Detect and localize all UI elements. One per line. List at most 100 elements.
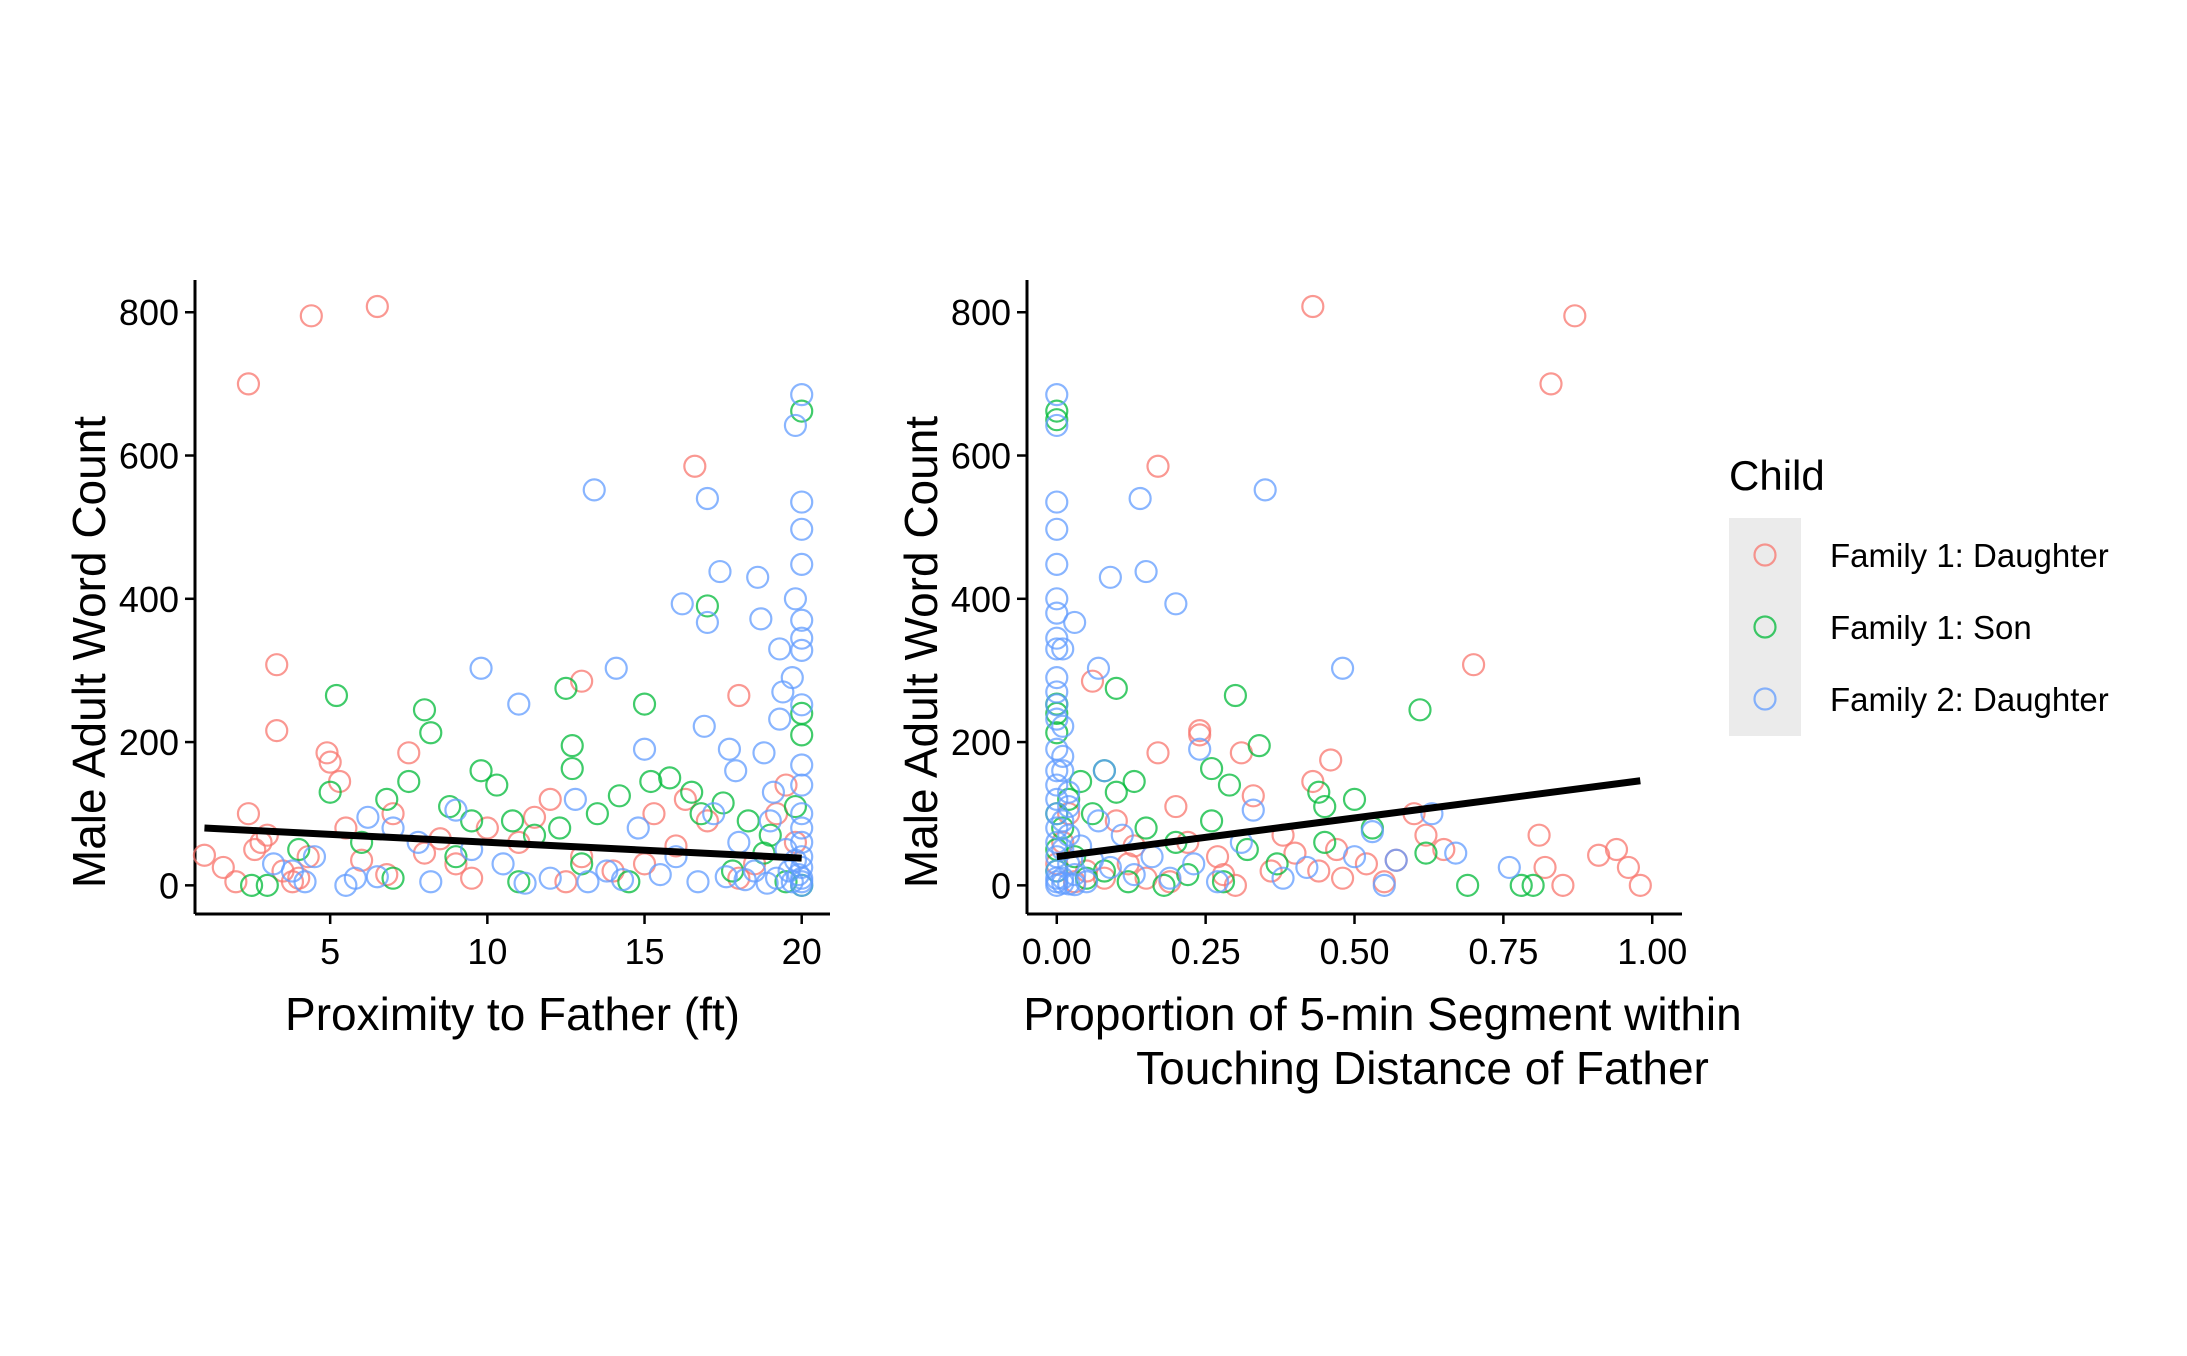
data-point [1051, 809, 1075, 833]
data-point [1330, 866, 1355, 890]
data-point [1241, 784, 1265, 808]
data-point [1045, 399, 1069, 423]
data-point [780, 665, 804, 690]
y-axis-title: Male Adult Word Count [63, 416, 115, 888]
data-point [1616, 855, 1641, 880]
data-point [1420, 802, 1444, 826]
legend-key-3 [1753, 687, 1777, 711]
data-point [1063, 610, 1087, 635]
data-point [1045, 383, 1069, 407]
data-point [1533, 855, 1557, 880]
data-point [695, 486, 720, 511]
data-point [1152, 873, 1176, 897]
y-tick-label: 0 [991, 865, 1011, 906]
data-point [1283, 841, 1307, 865]
data-point [538, 866, 562, 890]
data-point [1045, 707, 1069, 731]
data-point [1122, 862, 1146, 887]
data-point [1057, 794, 1081, 819]
data-point [1104, 809, 1128, 833]
data-point [1342, 787, 1367, 811]
data-point [1313, 794, 1337, 819]
data-point [318, 750, 342, 774]
data-point [444, 852, 468, 876]
data-point [1253, 478, 1277, 502]
data-point [1301, 294, 1325, 319]
data-point [1146, 741, 1170, 765]
data-point [192, 843, 217, 867]
data-point [610, 868, 635, 892]
data-point [1587, 843, 1611, 867]
data-point [755, 871, 779, 895]
data-point [680, 780, 704, 804]
data-point [1188, 737, 1212, 761]
data-point [1045, 830, 1069, 854]
data-point [381, 866, 405, 890]
data-point [1045, 759, 1069, 783]
legend-label-2: Family 1: Son [1830, 609, 2032, 646]
data-point [783, 794, 808, 819]
data-point [563, 787, 587, 811]
data-point [560, 734, 584, 758]
data-point [1045, 665, 1069, 690]
data-point [585, 802, 609, 826]
data-point [1319, 748, 1343, 772]
data-point [1045, 552, 1069, 577]
data-point [790, 517, 814, 541]
data-point [768, 637, 792, 661]
data-point [1045, 816, 1069, 840]
data-point [1086, 656, 1111, 680]
data-point [790, 802, 814, 826]
data-point [570, 669, 594, 693]
data-point [1551, 873, 1575, 897]
data-point [1360, 820, 1384, 844]
data-point [419, 721, 443, 745]
data-point [790, 753, 814, 777]
data-point [749, 607, 773, 631]
data-point [1116, 870, 1140, 894]
data-point [548, 816, 572, 840]
data-point [469, 759, 493, 783]
data-point [438, 794, 462, 819]
data-point [1241, 798, 1265, 822]
data-point [727, 830, 751, 854]
data-point [444, 798, 468, 822]
data-point [708, 559, 732, 584]
data-point [522, 805, 547, 829]
data-point [554, 676, 578, 700]
data-point [632, 852, 657, 876]
data-point [1295, 855, 1319, 880]
data-point [287, 866, 311, 890]
data-point [1140, 845, 1164, 869]
y-tick-label: 400 [951, 579, 1011, 620]
data-point [1080, 669, 1105, 693]
x-tick-label: 0.00 [1022, 931, 1092, 972]
data-point [1098, 565, 1122, 589]
data-point [1045, 721, 1069, 745]
data-point [790, 399, 814, 423]
data-point [686, 870, 710, 894]
x-tick-label: 0.25 [1171, 931, 1241, 972]
data-point [1271, 866, 1295, 890]
data-point [1045, 587, 1069, 611]
data-point [639, 769, 663, 794]
x-tick-label: 0.75 [1468, 931, 1538, 972]
data-point [412, 698, 437, 722]
data-point [350, 830, 374, 854]
data-point [768, 707, 792, 731]
data-point [1092, 866, 1117, 890]
data-point [375, 862, 399, 887]
data-point [1086, 809, 1111, 833]
data-point [780, 870, 804, 894]
data-point [790, 383, 814, 407]
data-point [280, 870, 305, 894]
data-point [1045, 413, 1069, 438]
data-point [1563, 304, 1587, 328]
data-point [626, 816, 650, 840]
data-point [1092, 759, 1117, 783]
data-point [236, 802, 261, 826]
left-panel: 0 200 400 600 800 5 10 15 20 Proximity to Father … [63, 280, 830, 1040]
legend-key-background [1729, 518, 1801, 736]
data-point [1509, 873, 1533, 897]
